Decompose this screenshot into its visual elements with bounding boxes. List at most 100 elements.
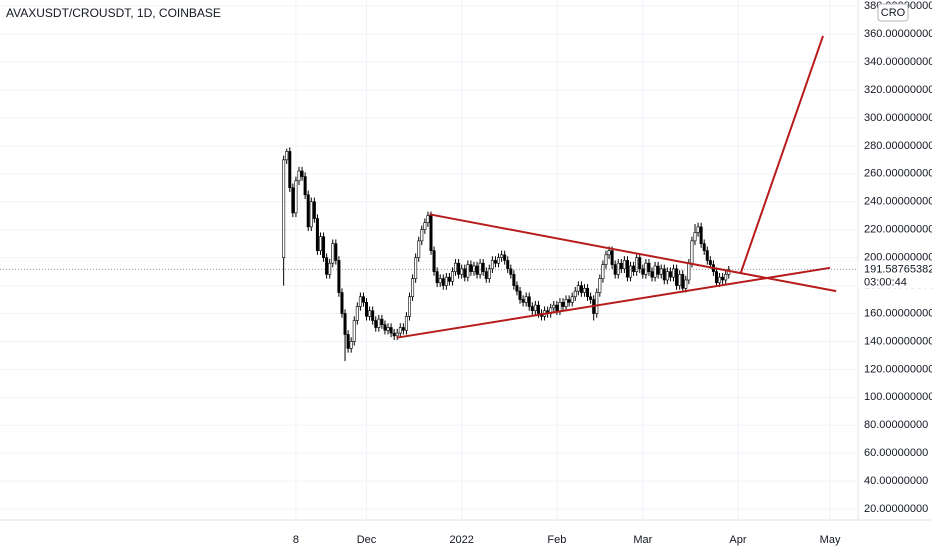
candle-body — [595, 292, 599, 314]
candle-body — [616, 262, 620, 275]
candle-body — [420, 229, 424, 242]
candle-body — [309, 201, 313, 228]
candle-body — [724, 274, 728, 281]
candle-body — [702, 243, 706, 251]
y-tick-label: 60.00000000 — [864, 447, 928, 459]
candle-body — [417, 240, 421, 258]
candle-body — [429, 215, 433, 251]
y-tick-label: 240.00000000 — [864, 196, 932, 208]
candle-body — [721, 276, 725, 281]
candle-body — [629, 265, 633, 278]
candle-body — [650, 271, 654, 278]
candle-body — [647, 262, 651, 272]
candle-body — [414, 257, 418, 279]
candle-body — [408, 296, 412, 317]
candle-body — [500, 254, 504, 258]
candle-body — [586, 288, 590, 298]
y-tick-label: 140.00000000 — [864, 335, 932, 347]
candle-body — [398, 327, 402, 334]
candle-body — [705, 250, 709, 261]
candle-body — [392, 332, 396, 337]
y-tick-label: 320.00000000 — [864, 84, 932, 96]
candle-body — [678, 274, 682, 286]
candle-body — [638, 257, 642, 270]
candle-body — [469, 264, 473, 272]
candle-body — [552, 304, 556, 309]
candle-body — [395, 332, 399, 337]
candle-body — [383, 324, 387, 331]
candle-body — [328, 262, 332, 275]
candle-body — [558, 302, 562, 312]
candle-body — [368, 310, 372, 317]
candle-body — [610, 250, 614, 265]
currency-badge-box[interactable] — [877, 3, 909, 22]
candle-body — [641, 268, 645, 275]
candle-body — [340, 292, 344, 314]
candle-body — [693, 232, 697, 242]
candle-body — [497, 257, 501, 264]
candle-body — [487, 268, 491, 279]
candle-body — [463, 268, 467, 278]
candle-body — [718, 276, 722, 284]
candle-body — [349, 341, 353, 349]
x-tick-label: May — [820, 534, 841, 546]
candle-body — [300, 170, 304, 177]
candle-body — [518, 290, 522, 300]
y-tick-label: 260.00000000 — [864, 168, 932, 180]
candle-body — [582, 288, 586, 293]
candle-body — [564, 299, 568, 307]
chart-title: AVAXUSDT/CROUSDT, 1D, COINBASE — [6, 6, 221, 20]
marks — [282, 35, 837, 362]
candle-body — [447, 276, 451, 282]
y-tick-label: 280.00000000 — [864, 140, 932, 152]
candle-body — [598, 278, 602, 293]
candle-body — [404, 316, 408, 331]
candle-body — [426, 215, 430, 223]
candle-body — [411, 278, 415, 298]
x-tick-label: Apr — [729, 534, 746, 546]
candle-body — [690, 240, 694, 264]
candle-body — [444, 276, 448, 286]
currency-badge[interactable]: CRO — [881, 7, 906, 19]
candle-body — [665, 271, 669, 281]
candle-body — [681, 274, 685, 289]
candle-body — [635, 257, 639, 272]
candle-body — [625, 260, 629, 278]
candle-body — [521, 299, 525, 303]
y-tick-label: 80.00000000 — [864, 419, 928, 431]
candle-body — [484, 271, 488, 279]
candle-body — [653, 265, 657, 278]
candle-body — [493, 260, 497, 264]
x-tick-label: Feb — [547, 534, 566, 546]
candle-body — [355, 306, 359, 321]
countdown-label: 03:00:44 — [864, 276, 907, 288]
candle-body — [619, 262, 623, 270]
candle-body — [432, 250, 436, 272]
candle-body — [567, 299, 571, 303]
trend-line — [396, 266, 831, 339]
y-tick-label: 20.00000000 — [864, 503, 928, 515]
candle-body — [303, 176, 307, 196]
candle-body — [509, 268, 513, 275]
candle-body — [555, 304, 559, 312]
candle-body — [285, 151, 289, 161]
candle-body — [490, 260, 494, 270]
candle-body — [515, 285, 519, 292]
candle-body — [401, 327, 405, 331]
candle-body — [601, 264, 605, 279]
candle-body — [361, 296, 365, 303]
y-tick-label: 220.00000000 — [864, 224, 932, 236]
candle-body — [460, 268, 464, 275]
candle-body — [708, 260, 712, 265]
candle-body — [454, 262, 458, 272]
candle-body — [318, 236, 322, 251]
candle-body — [475, 265, 479, 275]
candle-body — [533, 304, 537, 312]
candle-body — [346, 334, 350, 349]
candle-body — [294, 180, 298, 214]
candle-body — [675, 268, 679, 286]
candle-body — [644, 262, 648, 275]
candle-body — [315, 218, 319, 251]
candle-body — [380, 318, 384, 325]
